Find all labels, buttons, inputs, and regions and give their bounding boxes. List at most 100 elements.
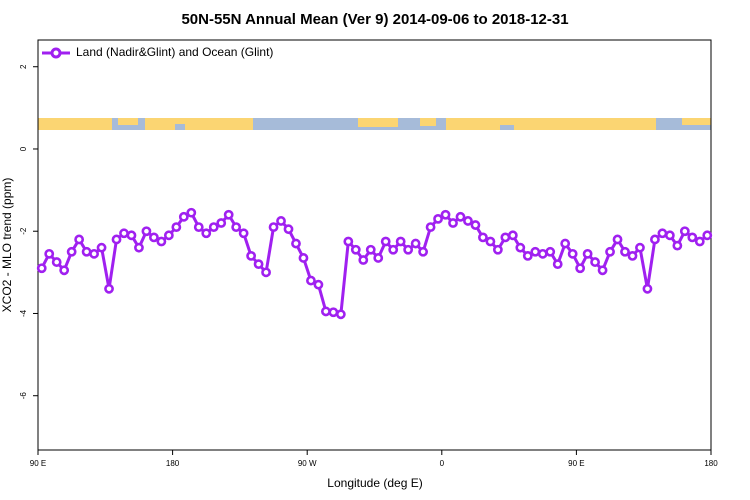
data-point [141, 226, 152, 237]
data-point [313, 279, 324, 290]
data-point [448, 218, 458, 228]
data-point [463, 216, 473, 226]
data-point [627, 250, 638, 261]
data-point [425, 222, 436, 233]
x-tick-label: 90 E [568, 459, 584, 468]
y-tick-label: -2 [19, 227, 28, 235]
data-point [567, 248, 578, 259]
data-point [485, 236, 496, 247]
data-point [36, 263, 47, 274]
y-tick-label: 2 [19, 64, 28, 69]
data-point [231, 222, 242, 233]
data-point [238, 228, 249, 239]
data-point [149, 232, 159, 243]
data-point [335, 309, 346, 320]
data-point [597, 265, 608, 276]
data-point [507, 230, 518, 241]
data-point [702, 230, 713, 241]
data-point [515, 242, 526, 253]
data-point [74, 234, 85, 245]
data-point [253, 259, 264, 270]
data-point [208, 222, 219, 233]
data-point [388, 244, 399, 255]
data-point [694, 236, 705, 247]
data-point [298, 253, 309, 263]
data-point [201, 228, 212, 239]
data-point [119, 228, 129, 239]
chart-title: 50N-55N Annual Mean (Ver 9) 2014-09-06 t… [181, 11, 568, 28]
data-point [433, 213, 443, 224]
data-point [687, 232, 698, 243]
data-point [635, 242, 645, 253]
data-point [403, 244, 414, 255]
data-point [582, 248, 593, 259]
data-point [358, 255, 369, 265]
y-tick-label: -6 [19, 392, 28, 400]
x-axis-label: Longitude (deg E) [327, 476, 422, 490]
data-point [522, 250, 533, 261]
data-point [590, 257, 600, 267]
data-point [66, 246, 77, 257]
data-point [545, 246, 556, 257]
plot-frame [37, 39, 712, 451]
data-point [418, 246, 429, 257]
data-point [261, 267, 271, 278]
data-point [605, 246, 615, 257]
legend-marker [50, 47, 62, 59]
data-point [642, 283, 653, 294]
data-point [291, 238, 301, 249]
data-point [380, 236, 391, 247]
data-point [328, 307, 339, 318]
data-point [96, 242, 107, 253]
legend-label: Land (Nadir&Glint) and Ocean (Glint) [76, 45, 273, 59]
data-point [246, 250, 257, 261]
y-tick-label: 0 [19, 146, 28, 151]
data-point [268, 222, 279, 233]
series-line [40, 210, 709, 317]
data-point [470, 220, 481, 230]
data-point [455, 211, 466, 222]
data-point [320, 306, 331, 317]
land-mask-strip [38, 118, 711, 130]
data-point [492, 244, 503, 255]
data-point [530, 246, 541, 257]
data-point [171, 222, 182, 233]
data-point [410, 238, 421, 249]
x-tick-label: 0 [440, 459, 445, 468]
data-point [537, 248, 548, 259]
data-point [111, 234, 122, 245]
x-tick-label: 180 [704, 459, 718, 468]
data-point [679, 226, 690, 237]
data-point [612, 234, 623, 245]
x-tick-label: 90 E [30, 459, 46, 468]
y-tick-label: -4 [19, 309, 28, 317]
data-point [126, 230, 137, 241]
data-point [440, 209, 451, 220]
data-point [306, 275, 316, 286]
data-point [343, 236, 354, 247]
data-point [276, 216, 286, 226]
data-point [552, 259, 563, 270]
data-point [186, 207, 197, 218]
data-point [81, 246, 92, 257]
data-point [365, 244, 376, 255]
data-point [373, 253, 384, 263]
data-point [156, 236, 167, 247]
legend: Land (Nadir&Glint) and Ocean (Glint) [42, 45, 273, 59]
data-point [193, 222, 204, 233]
data-point [44, 248, 55, 259]
data-point [104, 283, 114, 294]
data-point [163, 230, 174, 241]
data-point [395, 236, 406, 247]
data-point [216, 218, 227, 228]
data-point [560, 238, 571, 249]
data-point [672, 240, 683, 251]
data-point [575, 263, 586, 274]
data-point [478, 232, 488, 243]
data-point [664, 230, 675, 241]
y-axis-label: XCO2 - MLO trend (ppm) [0, 178, 14, 313]
x-tick-label: 180 [166, 459, 180, 468]
data-point [350, 244, 361, 255]
data-point [283, 224, 294, 235]
